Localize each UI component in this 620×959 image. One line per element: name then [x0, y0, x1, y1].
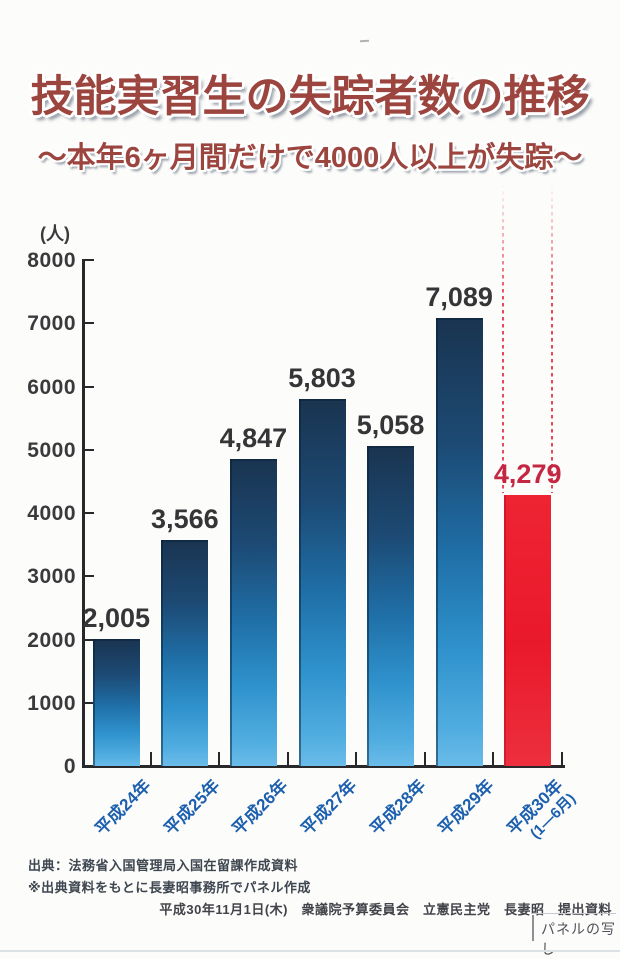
scan-bottom-edge: [0, 950, 620, 952]
y-axis-tick-label: 7000: [27, 312, 76, 336]
y-axis-tick: [84, 701, 94, 704]
y-axis-tick-label: 1000: [27, 691, 76, 715]
x-axis-category-label: 平成26年: [228, 776, 292, 839]
page-title: 技能実習生の失踪者数の推移: [30, 73, 590, 121]
y-axis-tick-label: 6000: [27, 375, 76, 399]
y-axis-tick: [84, 512, 94, 514]
y-axis-tick: [84, 575, 94, 578]
y-axis-unit-label: (人): [40, 224, 70, 244]
y-axis-tick: [84, 448, 94, 451]
y-axis-tick-label: 2000: [27, 628, 76, 652]
highlight-dashed-line-right: [551, 184, 554, 494]
x-axis-tick: [218, 752, 221, 766]
y-axis-tick-label: 0: [63, 755, 76, 778]
bar-value-label: 2,005: [82, 603, 151, 634]
bar-value-label: 3,566: [151, 504, 219, 535]
bar: [298, 398, 346, 766]
x-axis-category-label: 平成27年: [297, 776, 361, 839]
x-axis-tick: [492, 752, 495, 766]
y-axis-tick-label: 5000: [27, 438, 76, 462]
bar: [161, 540, 209, 766]
y-axis-line: [82, 259, 85, 768]
bar-value-label: 4,847: [219, 423, 288, 454]
x-axis-category-sublabel: (1―6月): [526, 789, 579, 842]
y-axis-tick-label: 3000: [27, 565, 76, 589]
x-axis-category-label: 平成28年: [366, 776, 429, 839]
credit-line: 平成30年11月1日(木) 衆議院予算委員会 立憲民主党 長妻昭 提出資料: [159, 902, 612, 917]
page-subtitle: ～本年6ヶ月間だけで4000人以上が失踪～: [37, 142, 583, 174]
highlight-dashed-line-left: [502, 184, 505, 494]
panel-note-rule: [531, 913, 616, 914]
bar-value-label: 7,089: [425, 281, 493, 312]
x-axis-category-label: 平成25年: [160, 776, 224, 839]
bar: [435, 317, 483, 766]
source-line-2: ※出典資料をもとに長妻昭事務所でパネル作成: [28, 880, 311, 895]
x-axis-category-label: 平成24年: [91, 776, 155, 839]
y-axis-tick-label: 4000: [27, 502, 76, 525]
x-axis-tick: [149, 752, 152, 766]
y-axis-tick-label: 8000: [27, 249, 76, 272]
bar: [229, 459, 277, 766]
bar-value-label: 4,279: [493, 459, 562, 490]
x-axis-line: [82, 765, 565, 768]
x-axis-tick: [423, 752, 426, 766]
bar-heisei30-highlight: [504, 495, 552, 766]
panel-copy-note: パネルの写し: [541, 921, 616, 957]
x-axis-category-label: 平成30年 (1―6月): [503, 776, 578, 851]
x-axis-tick: [286, 752, 289, 766]
y-axis-tick: [84, 322, 94, 325]
y-axis-tick: [84, 385, 94, 388]
y-axis-tick: [84, 638, 94, 641]
bar: [367, 446, 415, 766]
panel-note-bracket: [532, 915, 534, 941]
bar-value-label: 5,058: [356, 410, 425, 441]
x-axis-tick: [355, 752, 358, 766]
source-line-1: 出典：法務省入国管理局入国在留課作成資料: [28, 858, 299, 873]
x-axis-tick: [561, 752, 563, 766]
bar-value-label: 5,803: [288, 362, 356, 393]
y-axis-tick: [84, 259, 94, 261]
bar: [92, 639, 140, 766]
x-axis-category-label: 平成29年: [434, 776, 498, 839]
